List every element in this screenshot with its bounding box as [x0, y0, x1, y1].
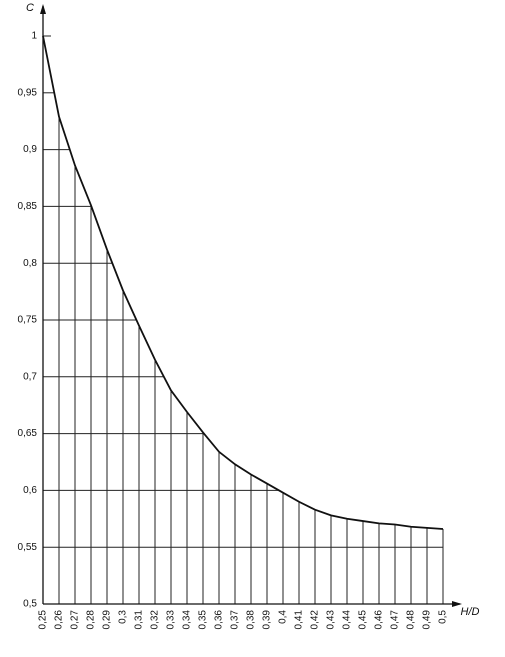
x-tick-label: 0,44 [342, 610, 353, 630]
x-tick-label: 0,4 [278, 610, 289, 624]
y-tick-label: 0,7 [23, 371, 37, 382]
x-tick-label: 0,38 [246, 610, 257, 630]
x-tick-label: 0,33 [166, 610, 177, 630]
y-tick-label: 0,65 [18, 428, 38, 439]
x-tick-label: 0,26 [54, 610, 65, 630]
x-axis-arrow [452, 601, 462, 607]
y-tick-label: 0,9 [23, 144, 37, 155]
x-tick-label: 0,37 [230, 610, 241, 630]
y-axis-label: C [26, 2, 34, 14]
x-tick-label: 0,46 [374, 610, 385, 630]
y-tick-label: 0,95 [18, 87, 38, 98]
x-tick-label: 0,43 [326, 610, 337, 630]
y-tick-label: 0,6 [23, 485, 37, 496]
y-tick-label: 0,85 [18, 201, 38, 212]
x-tick-label: 0,5 [438, 610, 449, 624]
x-tick-label: 0,32 [150, 610, 161, 630]
x-tick-label: 0,49 [422, 610, 433, 630]
x-tick-label: 0,45 [358, 610, 369, 630]
x-tick-label: 0,47 [390, 610, 401, 630]
x-tick-label: 0,41 [294, 610, 305, 630]
x-tick-label: 0,34 [182, 610, 193, 630]
x-tick-label: 0,42 [310, 610, 321, 630]
x-tick-label: 0,27 [70, 610, 81, 630]
x-tick-label: 0,48 [406, 610, 417, 630]
x-tick-label: 0,28 [86, 610, 97, 630]
y-tick-label: 0,5 [23, 599, 37, 610]
x-tick-label: 0,29 [102, 610, 113, 630]
x-tick-label: 0,36 [214, 610, 225, 630]
x-tick-label: 0,35 [198, 610, 209, 630]
y-tick-label: 0,75 [18, 315, 38, 326]
y-axis-arrow [40, 4, 46, 14]
data-line [42, 35, 444, 530]
y-tick-label: 0,55 [18, 542, 38, 553]
x-tick-label: 0,3 [118, 610, 129, 624]
x-tick-label: 0,39 [262, 610, 273, 630]
x-tick-label: 0,31 [134, 610, 145, 630]
x-tick-label: 0,25 [38, 610, 49, 630]
y-tick-label: 1 [31, 31, 37, 42]
x-axis-label: H/D [461, 606, 480, 618]
y-tick-label: 0,8 [23, 258, 37, 269]
